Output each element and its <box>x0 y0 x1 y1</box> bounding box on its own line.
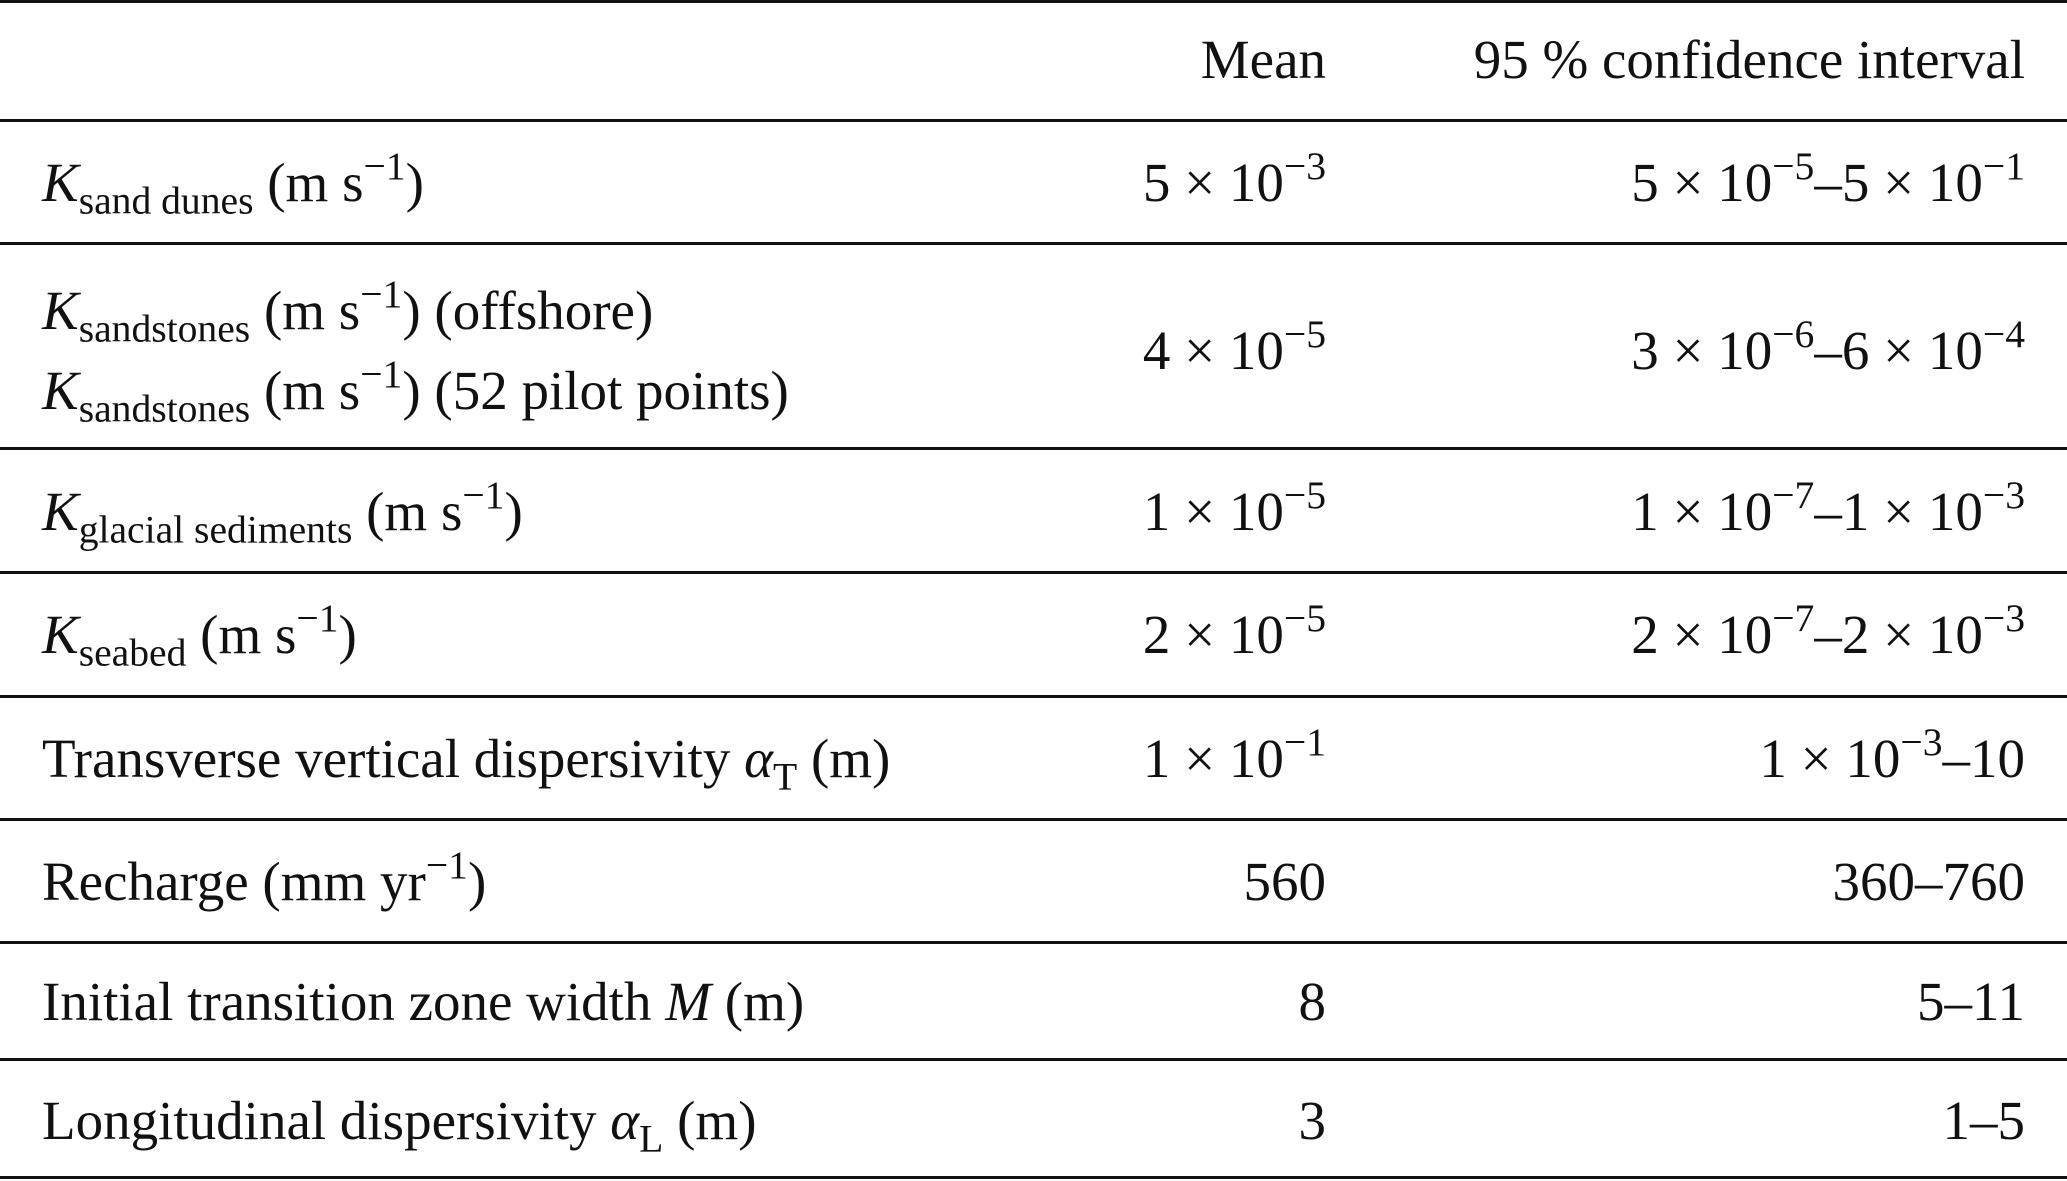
mean-value: 8 <box>1298 971 1327 1032</box>
param-label: Ksand dunes (m s−1) <box>42 144 424 223</box>
header-mean: Mean <box>1200 29 1326 90</box>
table-row: Recharge (mm yr−1) 560 360–760 <box>0 818 2067 942</box>
mean-value: 5 × 10−3 <box>1142 144 1326 213</box>
param-label: Ksandstones (m s−1) (offshore) <box>42 272 654 351</box>
ci-value: 5 × 10−5–5 × 10−1 <box>1631 144 2025 213</box>
mean-value: 3 <box>1298 1090 1327 1151</box>
table-row: Ksandstones (m s−1) (offshore) Ksandston… <box>0 242 2067 448</box>
ci-value: 5–11 <box>1917 971 2025 1032</box>
param-label: Recharge (mm yr−1) <box>42 843 487 912</box>
table-row: Transverse vertical dispersivity αT (m) … <box>0 695 2067 819</box>
param-label: Longitudinal dispersivity αL (m) <box>42 1090 757 1161</box>
table-row: Longitudinal dispersivity αL (m) 3 1–5 <box>0 1058 2067 1177</box>
header-ci: 95 % confidence interval <box>1473 29 2025 90</box>
ci-value: 1 × 10−3–10 <box>1759 720 2025 789</box>
param-label: Initial transition zone width M (m) <box>42 971 805 1032</box>
mean-value: 2 × 10−5 <box>1142 596 1326 665</box>
mean-value: 1 × 10−1 <box>1142 720 1326 789</box>
table-row: Ksand dunes (m s−1) 5 × 10−3 5 × 10−5–5 … <box>0 119 2067 243</box>
table-row: Kseabed (m s−1) 2 × 10−5 2 × 10−7–2 × 10… <box>0 571 2067 696</box>
ci-value: 3 × 10−6–6 × 10−4 <box>1631 312 2025 381</box>
param-label: Kseabed (m s−1) <box>42 596 357 675</box>
table-row: Kglacial sediments (m s−1) 1 × 10−5 1 × … <box>0 447 2067 572</box>
ci-value: 360–760 <box>1832 851 2026 912</box>
mean-value: 4 × 10−5 <box>1142 312 1326 381</box>
table-bottom-rule <box>0 1176 2067 1179</box>
param-label: Kglacial sediments (m s−1) <box>42 473 523 552</box>
ci-value: 1–5 <box>1942 1090 2026 1151</box>
table-row: Initial transition zone width M (m) 8 5–… <box>0 941 2067 1059</box>
mean-value: 1 × 10−5 <box>1142 473 1326 542</box>
mean-value: 560 <box>1243 851 1327 912</box>
table-header-row: Mean 95 % confidence interval <box>0 0 2067 120</box>
ci-value: 2 × 10−7–2 × 10−3 <box>1631 596 2025 665</box>
param-label: Transverse vertical dispersivity αT (m) <box>42 728 891 799</box>
ci-value: 1 × 10−7–1 × 10−3 <box>1631 473 2025 542</box>
param-label: Ksandstones (m s−1) (52 pilot points) <box>42 352 789 431</box>
